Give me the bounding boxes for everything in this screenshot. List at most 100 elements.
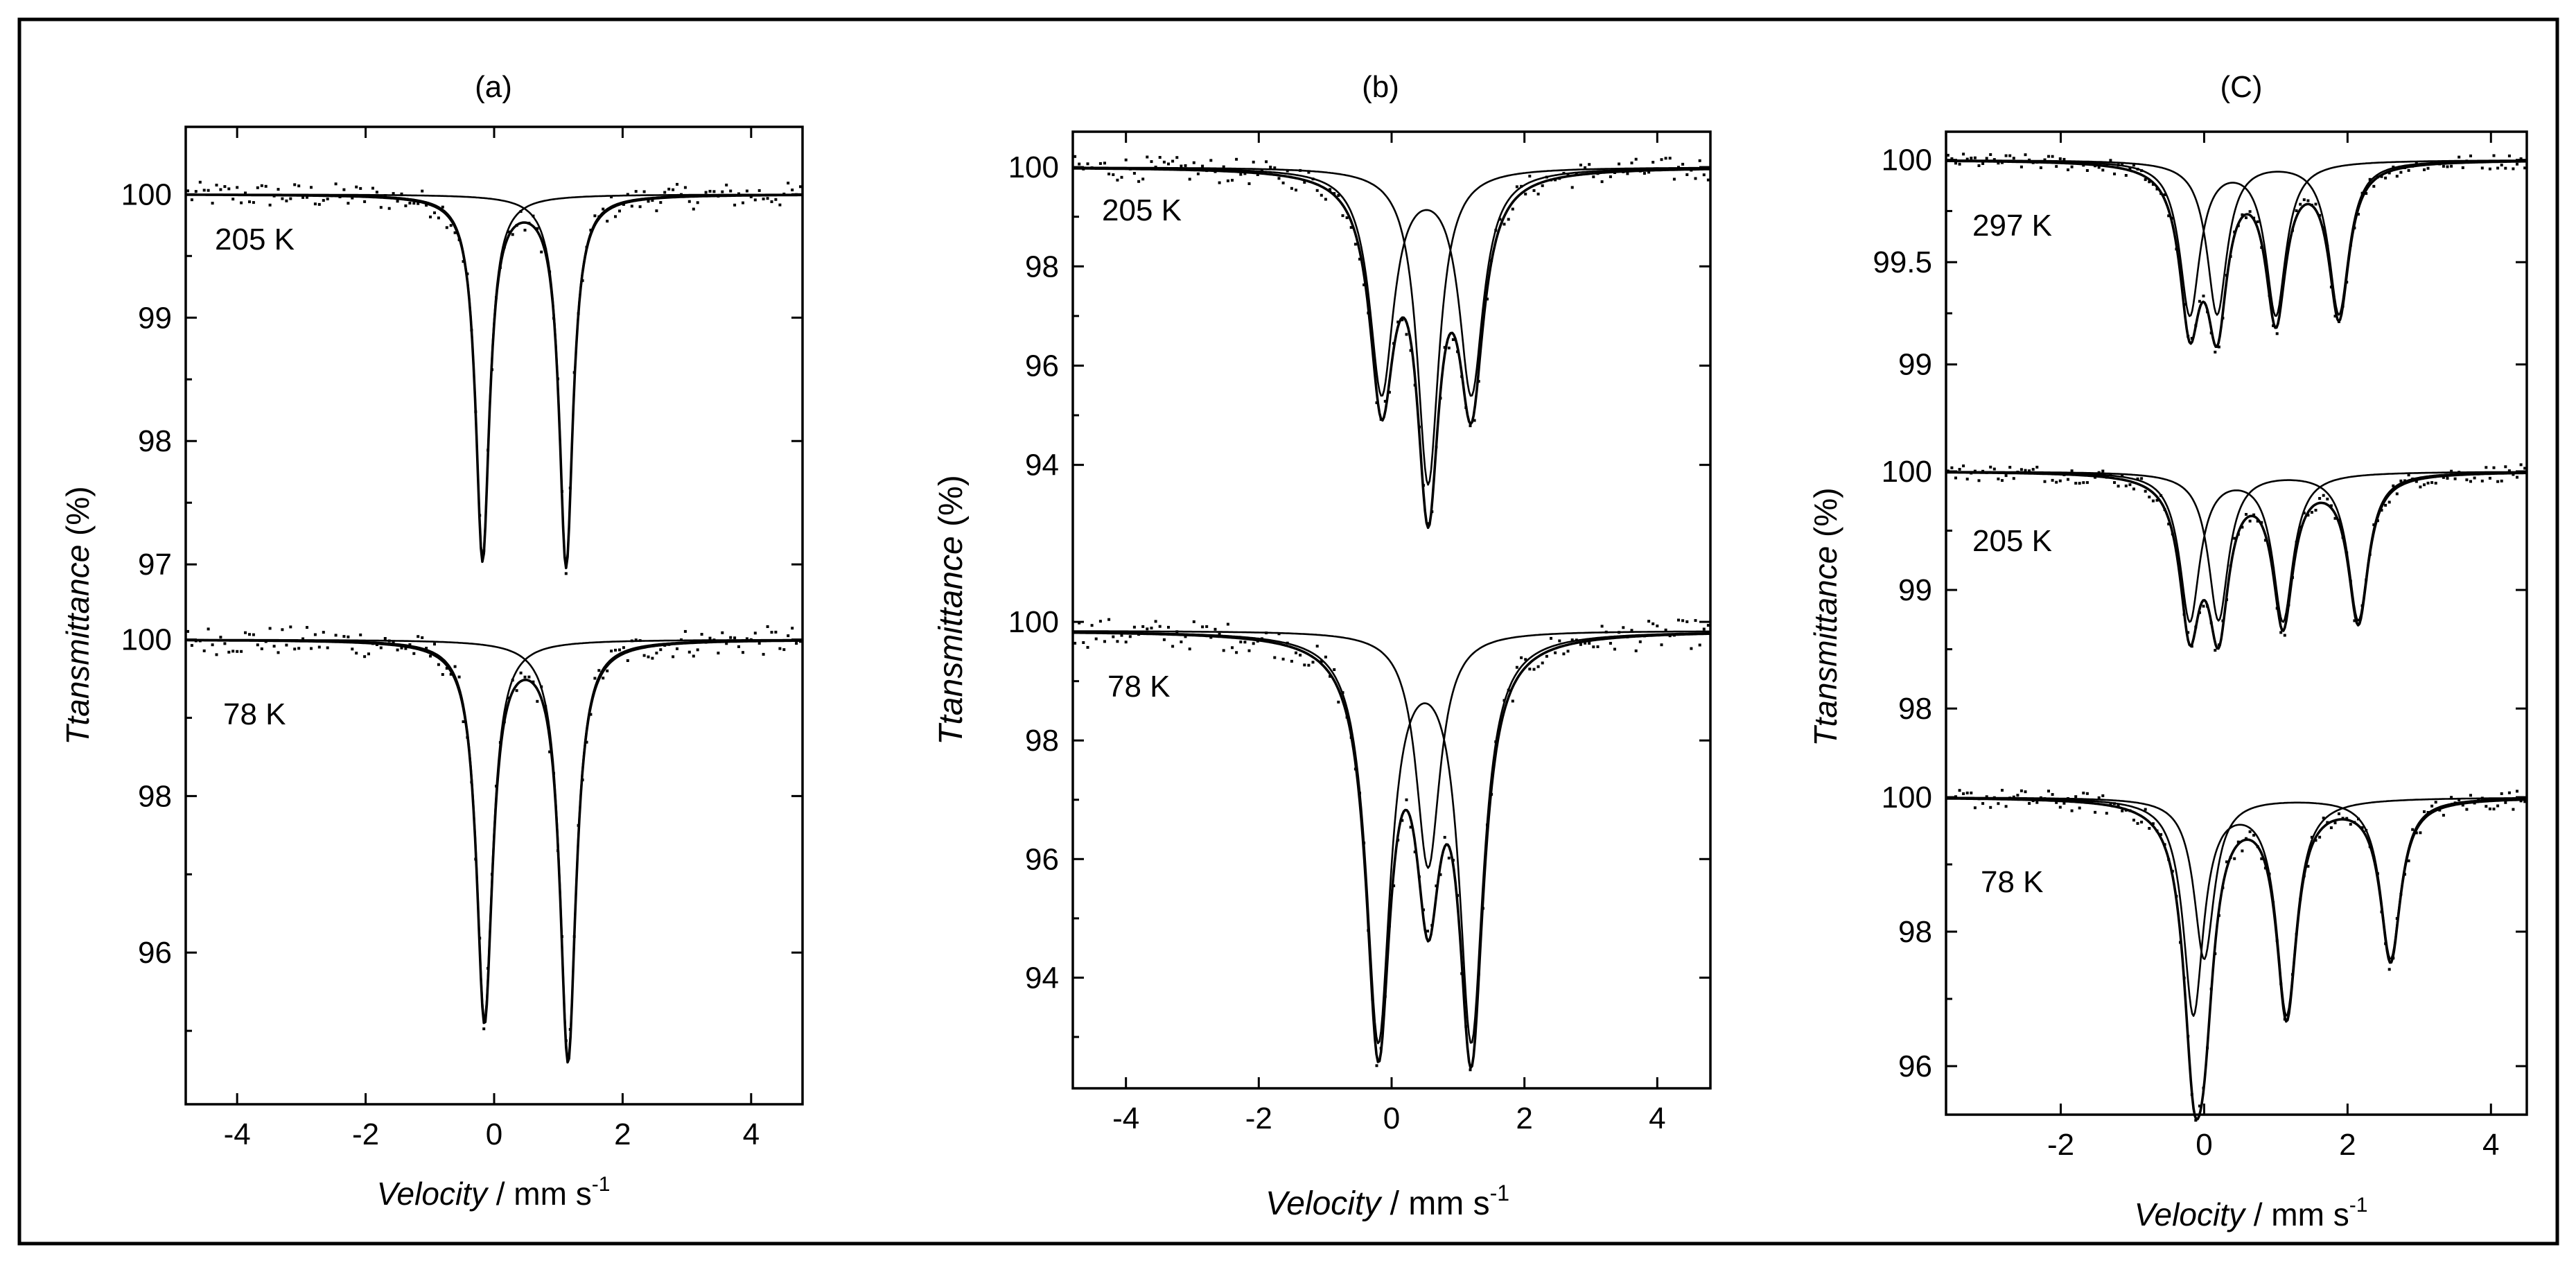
panel-b-data-point — [1592, 175, 1595, 179]
panel-c-data-point — [2341, 817, 2345, 820]
panel-c-data-point — [2256, 519, 2259, 523]
panel-b-x-tick-label: -2 — [1245, 1101, 1272, 1135]
panel-a-data-point — [408, 643, 412, 646]
panel-b-data-point — [1464, 406, 1468, 409]
panel-c-data-point — [2272, 901, 2275, 905]
panel-b-data-point — [1630, 162, 1633, 165]
panel-a-data-point — [544, 247, 547, 251]
panel-b-data-point — [1413, 851, 1417, 853]
panel-b-data-point — [1435, 885, 1438, 887]
panel-c-data-point — [2225, 860, 2228, 864]
panel-b-data-point — [1570, 638, 1574, 642]
panel-c-data-point — [2148, 496, 2151, 498]
panel-c-205k-fit-curve — [1946, 471, 2527, 650]
panel-b-data-point — [1363, 842, 1366, 845]
panel-c-data-point — [2341, 536, 2345, 539]
panel-c-data-point — [2365, 578, 2368, 582]
panel-b-data-point — [1116, 640, 1119, 643]
panel-c-data-point — [2252, 216, 2256, 220]
panel-b-data-point — [1371, 998, 1374, 1001]
panel-b-data-point — [1265, 632, 1268, 634]
panel-b-data-point — [1286, 641, 1289, 645]
panel-c-data-point — [2407, 859, 2410, 862]
panel-a-data-point — [712, 638, 716, 642]
panel-c-data-point — [2492, 466, 2496, 469]
panel-b-data-point — [1396, 320, 1400, 324]
panel-b-data-point — [1256, 639, 1259, 643]
panel-c-data-point — [1950, 157, 1954, 160]
panel-b-data-point — [1078, 621, 1081, 625]
panel-a-data-point — [766, 625, 769, 628]
panel-a-data-point — [207, 189, 210, 192]
panel-a-data-point — [742, 201, 744, 204]
panel-a-data-point — [231, 650, 235, 653]
panel-c-data-point — [2353, 821, 2356, 824]
panel-b-data-point — [1086, 645, 1089, 649]
panel-c-data-point — [2221, 316, 2225, 320]
panel-a-data-point — [515, 689, 518, 693]
panel-b-data-point — [1524, 192, 1527, 195]
panel-b-data-point — [1685, 620, 1689, 623]
panel-b-data-point — [1320, 193, 1323, 197]
panel-b-data-point — [1167, 625, 1170, 629]
panel-c-data-point — [2241, 525, 2244, 529]
panel-c-data-point — [2507, 791, 2511, 794]
panel-c-data-point — [2163, 843, 2166, 846]
panel-a-data-point — [568, 1028, 572, 1031]
panel-c-data-point — [2318, 214, 2322, 217]
panel-c-data-point — [1981, 802, 1985, 805]
panel-c-data-point — [2457, 798, 2461, 801]
panel-c-data-point — [2345, 281, 2349, 284]
panel-a-data-point — [236, 186, 239, 189]
panel-c-data-point — [2078, 161, 2081, 164]
panel-b-data-point — [1656, 167, 1659, 171]
panel-a-data-point — [733, 636, 737, 640]
panel-c: (C) -2 0 2 4 99 99.5 100 98 99 100 96 98 100 297 K 2… — [1807, 70, 2528, 1232]
panel-b-data-point — [1447, 856, 1451, 860]
panel-b-78k-component-curve — [1073, 630, 1710, 869]
panel-c-data-point — [2302, 512, 2306, 515]
panel-a-data-point — [322, 199, 325, 202]
panel-c-data-point — [2295, 541, 2298, 544]
panel-a-data-point — [557, 849, 559, 853]
panel-b-data-point — [1383, 399, 1387, 403]
panel-a-data-point — [453, 665, 457, 668]
panel-b-data-point — [1550, 178, 1552, 182]
panel-a-temp-78k: 78 K — [223, 697, 286, 731]
panel-a-data-point — [717, 652, 720, 655]
panel-a-data-point — [466, 735, 469, 739]
panel-c-data-point — [2453, 801, 2457, 805]
panel-c-data-point — [2148, 827, 2151, 830]
panel-c-data-point — [2411, 164, 2415, 168]
panel-b-y-tick-label: 94 — [1025, 448, 1059, 482]
panel-b-data-point — [1192, 161, 1195, 164]
panel-c-x-tick-label: -2 — [2047, 1128, 2074, 1162]
panel-c-data-point — [2357, 213, 2360, 216]
panel-b-data-point — [1367, 311, 1370, 315]
panel-c-data-point — [2442, 476, 2445, 479]
panel-c-data-point — [2326, 245, 2329, 247]
panel-b-data-point — [1086, 162, 1089, 166]
panel-c-data-point — [2291, 973, 2294, 976]
panel-a-data-point — [421, 189, 424, 193]
panel-b-data-point — [1252, 160, 1255, 164]
panel-a-data-point — [244, 191, 247, 195]
panel-a-data-point — [310, 647, 313, 650]
panel-c-data-point — [2268, 547, 2271, 550]
panel-c-data-point — [2260, 857, 2263, 860]
panel-c-297k-fit-curve — [1946, 159, 2527, 348]
panel-c-data-point — [2128, 483, 2132, 487]
panel-c-data-point — [2461, 803, 2464, 807]
panel-c-data-point — [2469, 480, 2472, 483]
panel-c-x-tick-label: 2 — [2339, 1128, 2356, 1162]
panel-c-data-point — [2287, 1011, 2290, 1014]
panel-c-y-label-unit: (%) — [1807, 487, 1843, 546]
panel-c-data-point — [2329, 504, 2333, 507]
panel-b-data-point — [1651, 622, 1655, 625]
panel-c-data-point — [2353, 226, 2356, 229]
panel-c-data-point — [2349, 580, 2352, 583]
panel-b-data-point — [1107, 173, 1111, 175]
panel-b-y-tick-label: 96 — [1025, 842, 1059, 876]
panel-c-data-point — [2024, 469, 2027, 472]
panel-b-data-point — [1256, 173, 1259, 176]
